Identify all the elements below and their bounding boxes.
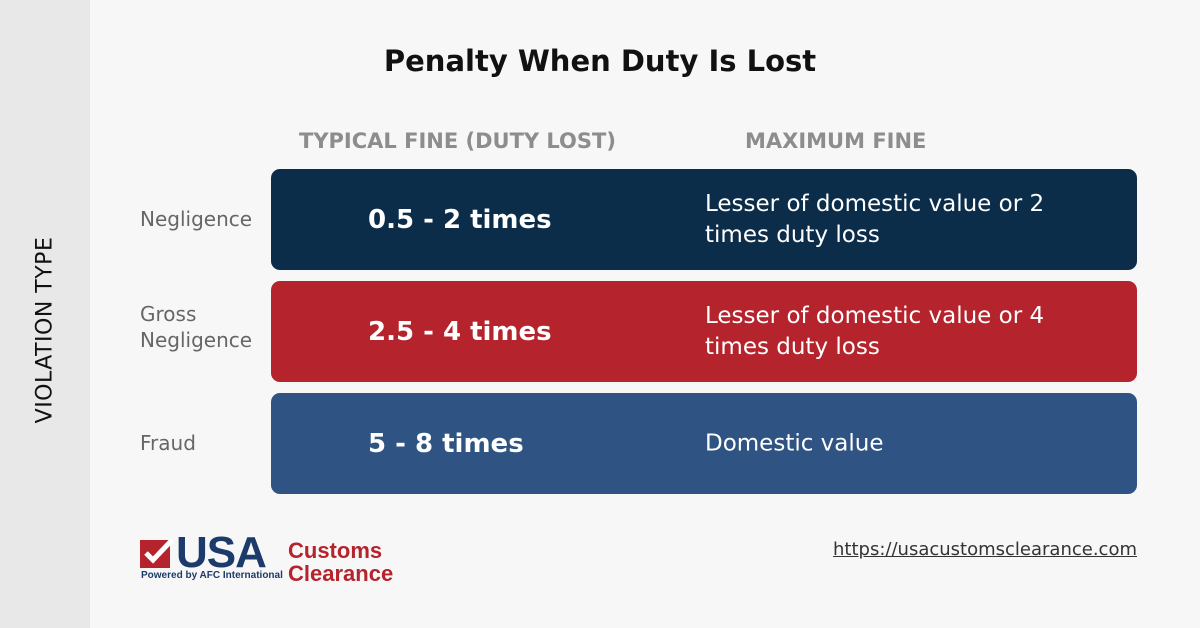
logo-tagline: Powered by AFC International [141,570,283,581]
logo-name: Clearance [288,561,394,586]
maximum-fine: Lesser of domestic value or 4 times duty… [705,302,1045,360]
logo-check [140,538,174,568]
typical-fine: 5 - 8 times [368,428,524,459]
side-label: VIOLATION TYPE [32,236,58,424]
typical-fine: 0.5 - 2 times [368,204,552,235]
violation-type: Gross Negligence [140,302,253,352]
column-header: TYPICAL FINE (DUTY LOST) [299,129,616,153]
row: 0.5 - 2 times Lesser of domestic value o… [271,169,1137,270]
logo-mark: USA [176,528,267,577]
row: 2.5 - 4 times Lesser of domestic value o… [271,281,1137,382]
url[interactable]: https://usacustomsclearance.com [833,539,1137,560]
maximum-fine: Lesser of domestic value or 2 times duty… [705,190,1045,248]
title: Penalty When Duty Is Lost [383,44,817,78]
violation-type: Fraud [140,431,196,455]
column-header: MAXIMUM FINE [745,129,927,153]
typical-fine: 2.5 - 4 times [368,316,552,347]
maximum-fine: Domestic value [705,430,884,456]
sidebar [0,0,90,628]
row: 5 - 8 times Domestic value [271,393,1137,494]
logo-name: Customs [288,538,383,563]
violation-type: Negligence [140,207,253,231]
